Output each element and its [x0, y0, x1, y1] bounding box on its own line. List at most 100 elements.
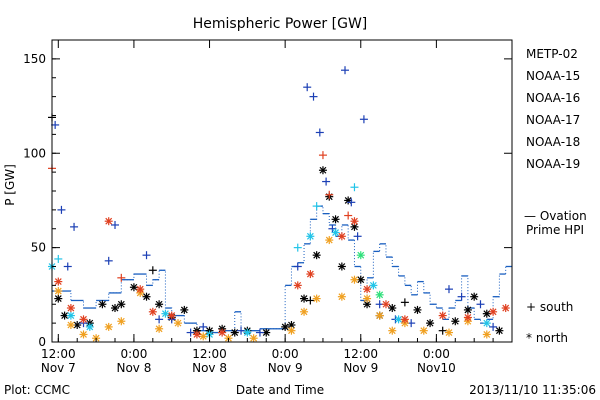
data-point [350, 183, 359, 192]
data-point [489, 307, 498, 316]
data-point [444, 328, 453, 337]
data-point [457, 292, 466, 301]
legend-item: NOAA-19 [526, 157, 580, 171]
data-point [117, 300, 126, 309]
ovation-line [52, 205, 513, 334]
data-point [57, 205, 66, 214]
data-point [350, 275, 359, 284]
x-tick-date-label: Nov 9 [268, 361, 303, 375]
x-tick-label: 12:00 [343, 347, 378, 361]
data-point [482, 330, 491, 339]
data-point [199, 332, 208, 341]
data-point [306, 232, 315, 241]
x-tick-date-label: Nov 8 [192, 361, 227, 375]
data-point [117, 273, 126, 282]
data-point [192, 330, 201, 339]
data-point [363, 294, 372, 303]
data-point [117, 317, 126, 326]
x-tick-date-label: Nov 8 [116, 361, 151, 375]
data-point [344, 211, 353, 220]
data-point [312, 294, 321, 303]
data-point [54, 277, 63, 286]
data-point [375, 311, 384, 320]
x-tick-label: 0:00 [423, 347, 450, 361]
data-point [350, 217, 359, 226]
data-point [363, 285, 372, 294]
data-point [482, 309, 491, 318]
marker-north-label: * north [526, 331, 568, 345]
data-point [325, 236, 334, 245]
data-point [388, 326, 397, 335]
data-point [186, 328, 195, 337]
x-tick-label: 12:00 [192, 347, 227, 361]
data-point [98, 300, 107, 309]
data-point [303, 83, 312, 92]
data-point [309, 92, 318, 101]
data-point [142, 292, 151, 301]
data-point [66, 304, 75, 313]
data-point [79, 315, 88, 324]
marker-south-label: + south [526, 300, 573, 314]
data-point [293, 262, 302, 271]
data-point [419, 326, 428, 335]
data-point [161, 309, 170, 318]
data-point [104, 217, 113, 226]
data-point [54, 287, 63, 296]
data-point [293, 243, 302, 252]
data-point [341, 66, 350, 75]
y-axis-label: P [GW] [3, 164, 17, 206]
data-point [444, 285, 453, 294]
x-tick-label: 0:00 [120, 347, 147, 361]
data-point [111, 304, 120, 313]
legend: METP-02 NOAA-15 NOAA-16 NOAA-17 NOAA-18 NOAA-… [526, 47, 580, 171]
data-point [300, 294, 309, 303]
data-point [174, 319, 183, 328]
data-point [325, 190, 334, 199]
data-point [337, 232, 346, 241]
plot-frame [51, 39, 513, 343]
data-point [54, 254, 63, 263]
data-point [356, 251, 365, 260]
data-point [463, 305, 472, 314]
x-tick-date-label: Nov10 [417, 361, 456, 375]
data-point [438, 311, 447, 320]
data-point [337, 292, 346, 301]
data-point [353, 232, 362, 241]
data-point [482, 319, 491, 328]
data-point [148, 266, 157, 275]
x-tick-label: 0:00 [272, 347, 299, 361]
data-point [243, 328, 252, 337]
data-point [155, 315, 164, 324]
data-point [318, 151, 327, 160]
y-tick-label: 0 [38, 335, 46, 349]
data-point [249, 334, 258, 343]
data-point [129, 283, 138, 292]
data-point [331, 228, 340, 237]
data-points [48, 66, 510, 343]
y-tick-label: 150 [23, 52, 46, 66]
data-point [111, 220, 120, 229]
data-point [501, 304, 510, 313]
data-point [155, 324, 164, 333]
data-point [218, 328, 227, 337]
data-point [347, 198, 356, 207]
data-point [104, 256, 113, 265]
legend-item: NOAA-16 [526, 91, 580, 105]
legend-item: NOAA-18 [526, 135, 580, 149]
data-point [255, 328, 264, 337]
data-point [148, 307, 157, 316]
data-point [293, 281, 302, 290]
data-point [451, 317, 460, 326]
data-point [318, 166, 327, 175]
data-point [438, 326, 447, 335]
legend-item: NOAA-15 [526, 69, 580, 83]
data-point [375, 290, 384, 299]
footer-timestamp: 2013/11/10 11:35:06 [469, 383, 596, 397]
x-tick-date-label: Nov 7 [41, 361, 76, 375]
data-point [337, 262, 346, 271]
ovation-label-line1: — Ovation [524, 209, 587, 223]
legend-item: METP-02 [526, 47, 578, 61]
data-point [413, 305, 422, 314]
